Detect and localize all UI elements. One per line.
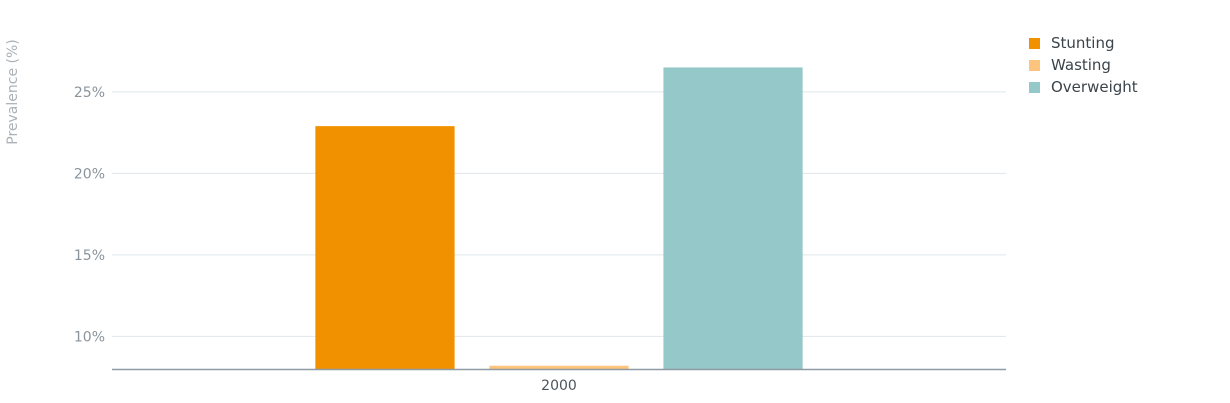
legend-label-overweight[interactable]: Overweight [1051, 78, 1138, 96]
legend-label-stunting[interactable]: Stunting [1051, 34, 1115, 52]
grid-lines [112, 91, 1006, 337]
legend-swatch-stunting [1029, 38, 1040, 49]
legend-label-wasting[interactable]: Wasting [1051, 56, 1111, 74]
bar-overweight[interactable] [663, 67, 803, 369]
bar-wasting[interactable] [489, 365, 629, 369]
y-tick-label: 25% [74, 85, 105, 101]
y-axis-title: Prevalence (%) [5, 39, 21, 145]
legend-swatch-overweight [1029, 82, 1040, 93]
y-tick-label: 15% [74, 248, 105, 264]
bar-stunting[interactable] [315, 126, 455, 369]
y-tick-label: 20% [74, 166, 105, 182]
x-tick-labels: 2000 [541, 378, 577, 394]
legend[interactable]: Stunting Wasting Overweight [1029, 34, 1138, 96]
legend-swatch-wasting [1029, 60, 1040, 71]
bars [315, 67, 803, 369]
x-tick-label: 2000 [541, 378, 577, 394]
y-tick-labels: 10% 15% 20% 25% [74, 85, 105, 345]
y-tick-label: 10% [74, 329, 105, 345]
